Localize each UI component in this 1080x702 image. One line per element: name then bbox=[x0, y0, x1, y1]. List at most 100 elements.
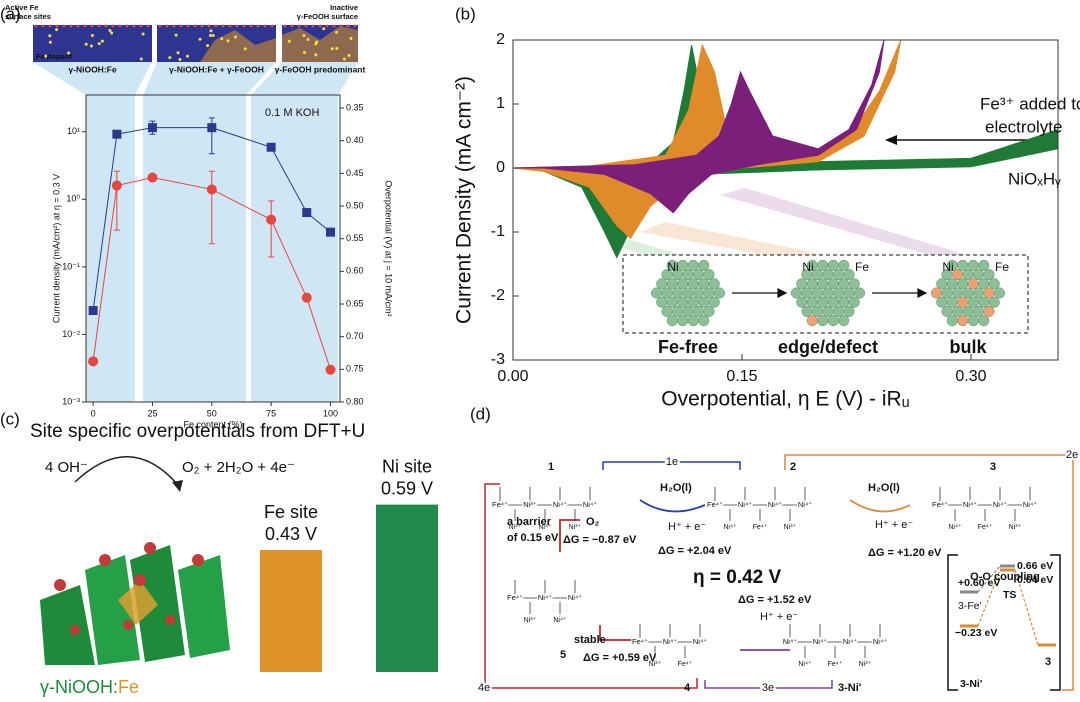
y2-tick-label: 0.65 bbox=[346, 298, 364, 308]
atom bbox=[677, 296, 689, 308]
atom bbox=[703, 287, 715, 299]
atom bbox=[790, 287, 803, 299]
atom-label: Ni⁴⁺ bbox=[568, 593, 582, 602]
atom-label: Ni³⁺ bbox=[859, 660, 872, 668]
dopant-dot bbox=[330, 47, 334, 51]
atom bbox=[967, 278, 979, 290]
atom-label: Ni³⁺ bbox=[524, 616, 537, 624]
atom-label: Ni⁴⁺ bbox=[723, 523, 737, 531]
atom-label: Fe⁴⁺ bbox=[753, 523, 768, 531]
dopant-dot bbox=[141, 32, 145, 36]
atom bbox=[811, 305, 824, 317]
y2-tick-label: 0.55 bbox=[346, 233, 364, 243]
delta-g: ΔG = +1.20 eV bbox=[868, 547, 942, 559]
atom-label: Ni⁴⁺ bbox=[798, 500, 812, 509]
marker bbox=[111, 180, 122, 191]
atom-label: Ni⁴⁺ bbox=[538, 523, 552, 531]
dopant-dot bbox=[198, 37, 202, 41]
y-tick-label: 10⁻¹ bbox=[62, 261, 80, 271]
atom bbox=[967, 259, 979, 271]
atom-label: Fe⁴⁺ bbox=[932, 500, 948, 509]
atom bbox=[978, 315, 990, 327]
surface-site bbox=[353, 24, 357, 28]
bar-value-label: 0.43 V bbox=[265, 524, 317, 544]
atom-label: Ni⁴⁺ bbox=[798, 660, 812, 668]
cv-loop bbox=[513, 40, 885, 214]
atom bbox=[843, 305, 855, 317]
surface-site bbox=[256, 24, 260, 28]
surface-site bbox=[104, 24, 108, 28]
y-tick-label: 10¹ bbox=[67, 126, 80, 136]
atom bbox=[972, 305, 985, 317]
surface-site bbox=[34, 24, 38, 28]
atom-label: Ni⁴⁺ bbox=[538, 593, 552, 602]
plot-frame bbox=[85, 94, 341, 403]
atom bbox=[677, 278, 689, 290]
atom bbox=[978, 259, 990, 271]
atom-label: Ni³⁺ bbox=[509, 523, 522, 531]
atom bbox=[962, 269, 974, 281]
atom bbox=[978, 278, 990, 290]
proton: H⁺ + e⁻ bbox=[875, 519, 913, 531]
surface-site bbox=[332, 24, 336, 28]
marker bbox=[88, 306, 98, 316]
reactant: 4 OH⁻ bbox=[45, 459, 88, 476]
dopant-dot bbox=[220, 37, 224, 41]
dopant-dot bbox=[168, 56, 172, 60]
atom bbox=[698, 296, 710, 308]
bar-category: Fe site bbox=[264, 502, 318, 522]
atom bbox=[666, 296, 678, 308]
atom bbox=[666, 278, 678, 290]
water: H₂O(l) bbox=[660, 482, 692, 494]
annotation: 0.1 M KOH bbox=[265, 107, 319, 119]
y-tick-label: -2 bbox=[491, 287, 505, 304]
surface-site bbox=[125, 24, 129, 28]
marker bbox=[207, 123, 217, 133]
surface-site bbox=[249, 24, 253, 28]
atom bbox=[993, 287, 1006, 299]
surface-site bbox=[83, 24, 87, 28]
atom bbox=[661, 287, 673, 299]
surface-site bbox=[118, 24, 122, 28]
atom-label: Ni⁴⁺ bbox=[843, 637, 857, 646]
atom-label: Ni⁴⁺ bbox=[813, 637, 827, 646]
level-energy: −0.23 eV bbox=[955, 627, 997, 639]
level-state: 3 bbox=[1045, 656, 1051, 668]
atom-label: Ni⁴⁺ bbox=[963, 500, 977, 509]
surface-site bbox=[158, 24, 162, 28]
dopant-dot bbox=[234, 35, 238, 39]
delta-g: ΔG = +0.59 eV bbox=[583, 652, 657, 664]
image-text: Active Fe bbox=[5, 3, 38, 12]
atom bbox=[806, 278, 818, 290]
structure-label-part: γ-NiOOH: bbox=[40, 677, 118, 697]
surface-site bbox=[339, 24, 343, 28]
atom-label: Ni⁴⁺ bbox=[693, 637, 707, 646]
x-axis-label: Fe content (%) bbox=[183, 419, 242, 429]
atom bbox=[962, 305, 974, 317]
dopant-dot bbox=[335, 46, 339, 50]
dopant-dot bbox=[97, 42, 101, 46]
image-caption: γ-FeOOH predominant bbox=[275, 64, 366, 74]
atom-label: Ni⁴⁺ bbox=[583, 500, 597, 509]
atom bbox=[978, 296, 990, 308]
surface-site bbox=[111, 24, 115, 28]
marker bbox=[147, 123, 157, 133]
dopant-dot bbox=[89, 44, 93, 48]
bar bbox=[260, 550, 322, 672]
image-caption: γ-NiOOH:Fe bbox=[68, 64, 116, 74]
header-images bbox=[33, 25, 358, 62]
atom bbox=[671, 305, 684, 317]
atom-label: Ni⁴⁺ bbox=[768, 500, 782, 509]
atom bbox=[796, 278, 808, 290]
atom bbox=[692, 305, 705, 317]
atom bbox=[692, 269, 705, 281]
surface-site bbox=[325, 24, 329, 28]
y2-tick-label: 0.35 bbox=[346, 102, 364, 112]
atom bbox=[827, 278, 839, 290]
surface-site bbox=[179, 24, 183, 28]
inset-label: Ni bbox=[802, 260, 813, 274]
barrier: of 0.15 eV bbox=[507, 532, 559, 544]
atom bbox=[698, 315, 710, 327]
marker bbox=[326, 227, 336, 237]
atom bbox=[801, 305, 813, 317]
